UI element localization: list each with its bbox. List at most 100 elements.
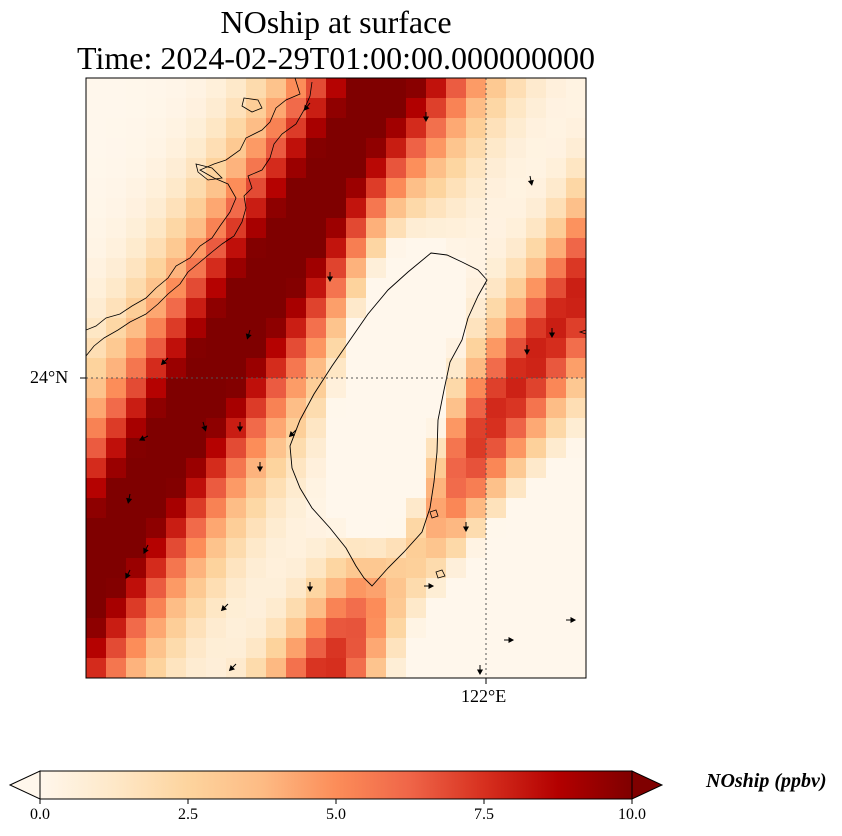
field-cell	[526, 458, 547, 479]
field-cell	[486, 478, 507, 499]
field-cell	[226, 98, 247, 119]
field-cell	[146, 98, 167, 119]
field-cell	[326, 238, 347, 259]
field-cell	[166, 298, 187, 319]
field-cell	[86, 618, 107, 639]
field-cell	[446, 198, 467, 219]
field-cell	[106, 658, 127, 678]
field-cell	[386, 518, 407, 539]
field-cell	[186, 358, 207, 379]
field-cell	[186, 478, 207, 499]
field-cell	[286, 118, 307, 139]
field-cell	[206, 398, 227, 419]
field-cell	[186, 378, 207, 399]
field-cell	[466, 98, 487, 119]
field-cell	[366, 338, 387, 359]
colorbar-tick-label: 7.5	[474, 806, 494, 823]
field-cell	[166, 658, 187, 678]
field-cell	[226, 398, 247, 419]
field-cell	[106, 78, 127, 99]
field-cell	[426, 278, 447, 299]
field-cell	[386, 278, 407, 299]
field-cell	[126, 538, 147, 559]
field-cell	[546, 538, 567, 559]
field-cell	[86, 238, 107, 259]
field-cell	[306, 298, 327, 319]
field-cell	[366, 438, 387, 459]
field-cell	[426, 258, 447, 279]
field-cell	[146, 638, 167, 659]
field-cell	[486, 318, 507, 339]
field-cell	[386, 618, 407, 639]
field-cell	[206, 118, 227, 139]
field-cell	[166, 318, 187, 339]
field-cell	[526, 658, 547, 678]
field-cell	[186, 118, 207, 139]
field-cell	[446, 98, 467, 119]
wind-arrow	[523, 345, 531, 356]
field-cell	[486, 158, 507, 179]
field-cell	[386, 118, 407, 139]
field-cell	[446, 558, 467, 579]
colorbar-gradient	[39, 770, 633, 800]
field-cell	[386, 658, 407, 678]
field-cell	[366, 118, 387, 139]
field-cell	[126, 258, 147, 279]
field-cell	[166, 598, 187, 619]
field-cell	[486, 258, 507, 279]
field-cell	[486, 278, 507, 299]
field-cell	[186, 418, 207, 439]
wind-arrow	[288, 429, 297, 438]
wind-arrow	[245, 329, 252, 340]
field-cell	[286, 538, 307, 559]
field-cell	[546, 458, 567, 479]
field-cell	[526, 438, 547, 459]
field-cell	[186, 638, 207, 659]
field-cell	[366, 378, 387, 399]
field-cell	[226, 418, 247, 439]
field-cell	[106, 278, 127, 299]
field-cell	[206, 418, 227, 439]
field-cell	[246, 438, 267, 459]
field-cell	[166, 538, 187, 559]
field-cell	[306, 498, 327, 519]
field-cell	[206, 498, 227, 519]
field-cell	[426, 558, 447, 579]
field-cell	[366, 638, 387, 659]
field-cell	[226, 158, 247, 179]
field-cell	[546, 498, 567, 519]
field-cell	[446, 578, 467, 599]
field-cell	[146, 338, 167, 359]
field-cell	[406, 138, 427, 159]
field-cell	[346, 378, 367, 399]
field-cell	[546, 598, 567, 619]
field-cell	[526, 378, 547, 399]
field-cell	[246, 538, 267, 559]
field-cell	[286, 78, 307, 99]
field-cell	[486, 118, 507, 139]
field-cell	[266, 298, 287, 319]
field-cell	[226, 518, 247, 539]
field-cell	[446, 638, 467, 659]
field-cell	[186, 518, 207, 539]
field-cell	[526, 198, 547, 219]
field-cell	[466, 418, 487, 439]
field-cell	[466, 478, 487, 499]
field-cell	[286, 178, 307, 199]
wind-arrow	[476, 665, 484, 676]
field-cell	[346, 278, 367, 299]
field-cell	[466, 338, 487, 359]
island-outline	[241, 97, 263, 113]
field-cell	[346, 358, 367, 379]
field-cell	[506, 218, 527, 239]
field-cell	[306, 578, 327, 599]
field-cell	[366, 178, 387, 199]
field-cell	[186, 158, 207, 179]
wind-arrow	[424, 582, 435, 590]
field-cell	[426, 538, 447, 559]
field-cell	[166, 178, 187, 199]
field-cell	[106, 238, 127, 259]
field-cell	[146, 258, 167, 279]
field-cell	[126, 498, 147, 519]
